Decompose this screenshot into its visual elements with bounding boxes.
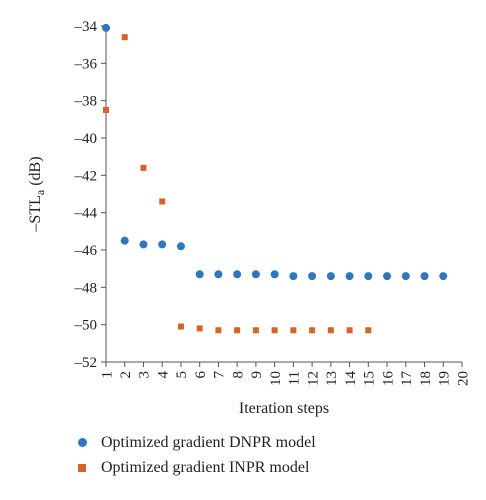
x-tick-label: 16 (380, 371, 396, 387)
y-tick-label: –50 (74, 318, 98, 334)
data-point-dnpr (120, 236, 129, 245)
data-point-dnpr (289, 272, 298, 281)
data-point-dnpr (195, 270, 204, 279)
y-tick-label: –42 (74, 168, 98, 184)
y-tick-label: –34 (74, 19, 98, 35)
y-tick-label: –44 (74, 206, 98, 222)
y-tick-label: –38 (74, 94, 98, 110)
x-tick-label: 14 (343, 371, 359, 387)
data-point-dnpr (176, 242, 185, 251)
data-point-inpr (159, 198, 166, 205)
y-tick-label: –52 (74, 355, 98, 371)
y-tick-label: –40 (74, 131, 98, 147)
data-point-dnpr (214, 270, 223, 279)
data-point-inpr (346, 327, 353, 334)
data-point-inpr (290, 327, 297, 334)
data-point-dnpr (364, 272, 373, 281)
x-tick-label: 4 (155, 371, 171, 379)
data-point-inpr (309, 327, 316, 334)
data-point-inpr (327, 327, 334, 334)
data-point-inpr (215, 327, 222, 334)
legend-marker-inpr (78, 463, 86, 472)
x-tick-label: 9 (249, 371, 265, 379)
x-tick-label: 6 (193, 371, 209, 379)
data-point-dnpr (345, 272, 354, 281)
legend: Optimized gradient DNPR model Optimized … (78, 430, 316, 480)
x-tick-label: 8 (230, 371, 246, 379)
data-point-inpr (121, 34, 128, 41)
y-tick-label: –48 (74, 280, 98, 296)
data-point-inpr (252, 327, 259, 334)
x-axis-title: Iteration steps (239, 400, 329, 417)
x-tick-label: 11 (287, 371, 303, 385)
x-tick-label: 1 (99, 371, 115, 379)
x-tick-label: 7 (212, 371, 228, 379)
data-point-dnpr (308, 272, 317, 281)
legend-label-inpr: Optimized gradient INPR model (101, 458, 310, 476)
data-point-inpr (196, 325, 203, 332)
data-point-dnpr (233, 270, 242, 279)
legend-item-dnpr: Optimized gradient DNPR model (78, 430, 316, 455)
x-tick-label: 19 (437, 371, 453, 386)
x-tick-label: 20 (455, 371, 471, 386)
data-point-inpr (271, 327, 278, 334)
axes: –34–36–38–40–42–44–46–48–50–521 2 3 4 5 6 7 8 9 1… (74, 19, 472, 386)
data-point-dnpr (158, 240, 167, 249)
data-point-inpr (177, 323, 184, 330)
x-tick-label: 13 (324, 371, 340, 386)
legend-marker-dnpr (78, 438, 87, 447)
y-tick-label: –46 (74, 243, 98, 259)
data-point-inpr (234, 327, 241, 334)
data-point-dnpr (401, 272, 410, 281)
x-tick-label: 3 (137, 371, 153, 379)
data-point-inpr (140, 164, 147, 171)
data-point-inpr (103, 107, 109, 113)
chart: –34–36–38–40–42–44–46–48–50–521 2 3 4 5 6 7 8 9 1… (27, 19, 472, 417)
x-tick-label: 12 (305, 371, 321, 386)
x-tick-label: 10 (268, 371, 284, 386)
y-axis-title: –STLa (dB) (27, 156, 47, 232)
data-point-dnpr (326, 272, 335, 281)
data-point-dnpr (439, 272, 448, 281)
x-tick-label: 18 (418, 371, 434, 386)
y-axis-title-main: –STL (27, 195, 44, 232)
y-tick-label: –36 (74, 56, 98, 72)
data-point-dnpr (139, 240, 148, 249)
y-axis-title-unit: (dB) (27, 156, 44, 189)
data-point-dnpr (251, 270, 260, 279)
x-tick-label: 17 (399, 371, 415, 387)
x-tick-label: 15 (362, 371, 378, 386)
marks (102, 23, 448, 334)
y-axis-title-sub: a (33, 189, 47, 195)
data-point-inpr (365, 327, 372, 334)
x-tick-label: 5 (174, 371, 190, 379)
data-point-dnpr (420, 272, 429, 281)
data-point-dnpr (102, 23, 110, 32)
legend-label-dnpr: Optimized gradient DNPR model (101, 433, 316, 451)
data-point-dnpr (383, 272, 392, 281)
data-point-dnpr (270, 270, 279, 279)
x-tick-label: 2 (118, 371, 134, 379)
legend-item-inpr: Optimized gradient INPR model (78, 455, 316, 480)
